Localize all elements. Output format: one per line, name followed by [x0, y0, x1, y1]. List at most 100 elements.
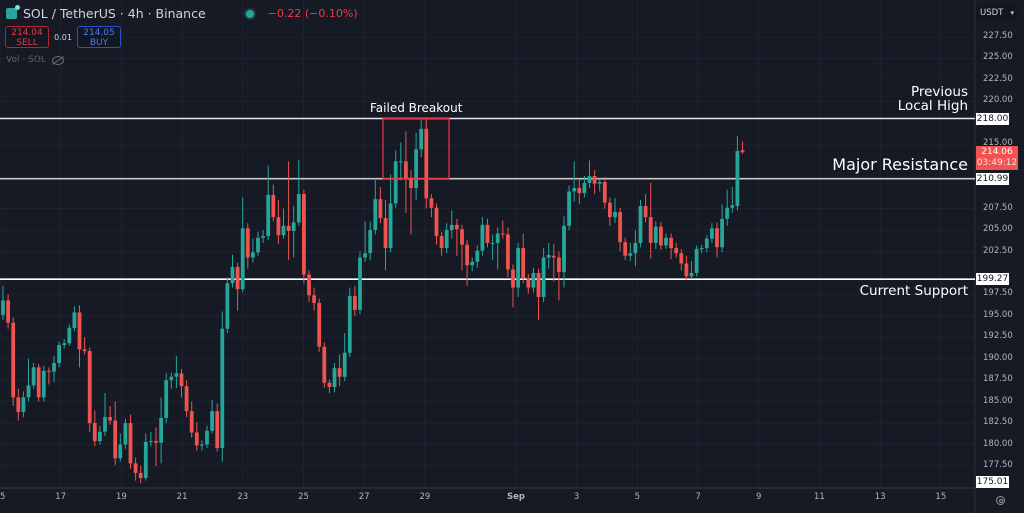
eye-slash-icon[interactable] [51, 55, 64, 65]
candle-body [174, 373, 179, 377]
candle [52, 356, 56, 382]
candle-body [388, 203, 393, 249]
candle-body [128, 423, 133, 464]
candle-body [409, 179, 413, 189]
candle [296, 159, 301, 226]
price-change: −0.22 (−0.10%) [267, 7, 358, 20]
current-support-label: Current Support [859, 283, 968, 299]
candle-body [210, 411, 214, 431]
candle-body [194, 432, 199, 446]
candle [383, 200, 388, 271]
candle-body [465, 244, 469, 266]
candle [414, 133, 418, 201]
candle [113, 401, 118, 466]
candle-body [587, 175, 592, 183]
candle-body [628, 253, 633, 256]
candle-body [363, 253, 367, 258]
price-tick-label: 205.00 [983, 224, 1013, 235]
volume-label[interactable]: Vol · SOL [6, 55, 46, 65]
failed-breakout-box[interactable] [382, 117, 450, 180]
candle-body [337, 368, 342, 377]
candle [281, 208, 286, 239]
candle-body [322, 346, 327, 383]
sell-button[interactable]: 214.04 SELL [5, 26, 49, 48]
candle-body [312, 295, 316, 303]
candle [710, 223, 714, 243]
candle-body [220, 328, 225, 448]
failed-breakout-label: Failed Breakout [370, 101, 463, 115]
candle-body [526, 278, 531, 288]
price-tick-label: 192.50 [983, 331, 1013, 342]
candle-body [251, 252, 255, 258]
price-tick-label: 220.00 [983, 95, 1013, 106]
candle-body [740, 150, 745, 153]
candle-body [302, 194, 306, 275]
candle [567, 185, 571, 231]
candle [98, 425, 102, 445]
candle-body [327, 382, 332, 388]
candle [327, 379, 332, 394]
candle-body [455, 224, 459, 230]
candle [659, 222, 663, 250]
chevron-down-icon: ▾ [1010, 9, 1014, 17]
last-price-label: 214.06 03:49:12 [976, 146, 1018, 170]
candle-body [506, 234, 510, 270]
candle-body [567, 191, 571, 226]
candle-body [215, 411, 220, 448]
candle-body [383, 218, 388, 249]
candle [608, 197, 612, 226]
buy-button[interactable]: 214.05 BUY [77, 26, 121, 48]
horizontal-levels[interactable] [0, 117, 975, 281]
settings-gear-icon[interactable] [996, 496, 1005, 505]
candle [337, 354, 342, 387]
buy-price: 214.05 [83, 28, 115, 38]
candle [490, 234, 495, 261]
candle [541, 248, 546, 303]
candle [704, 235, 709, 253]
candle-body [546, 254, 551, 258]
candle [720, 204, 724, 253]
candle [266, 165, 271, 241]
price-tick-label: 180.00 [983, 438, 1013, 449]
candle [449, 210, 454, 239]
symbol-title[interactable]: SOL / TetherUS · 4h · Binance [23, 6, 206, 21]
candle-body [11, 322, 16, 398]
candle-body [373, 199, 378, 231]
candle [103, 393, 107, 436]
candle [521, 233, 526, 284]
candle-body [164, 380, 169, 418]
date-tick-label: 13 [874, 492, 886, 502]
candle-body [138, 472, 143, 479]
candle [1, 285, 5, 321]
candle [31, 363, 36, 389]
candle [220, 311, 225, 462]
candle-body [475, 250, 480, 262]
candle-body [577, 188, 582, 194]
candle-body [133, 463, 138, 473]
candle [235, 262, 240, 311]
candle [699, 244, 704, 254]
candle-body [317, 302, 322, 347]
symbol-legend: SOL / TetherUS · 4h · Binance −0.22 (−0.… [6, 5, 358, 21]
candle-body [490, 242, 495, 244]
candle [500, 220, 505, 239]
candle-body [281, 225, 286, 236]
candle [725, 189, 730, 226]
candle-body [240, 228, 245, 290]
candle-body [735, 151, 740, 207]
candle-body [597, 182, 602, 184]
price-tick-label: 227.50 [983, 31, 1013, 41]
date-tick-label: 15 [935, 492, 947, 502]
candle-body [602, 182, 607, 203]
currency-dropdown[interactable]: USDT ▾ [976, 5, 1018, 22]
candle-body [62, 343, 67, 346]
candle-body [296, 194, 301, 223]
candle [495, 227, 500, 270]
candle-body [725, 207, 730, 219]
candle-body [36, 367, 41, 398]
candle [138, 466, 143, 484]
candle-body [592, 175, 597, 184]
candle [358, 251, 362, 315]
candle [174, 356, 179, 388]
